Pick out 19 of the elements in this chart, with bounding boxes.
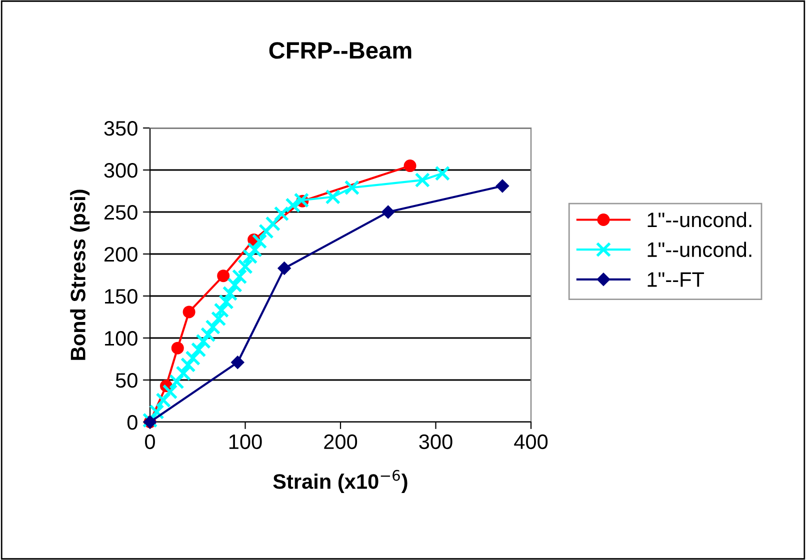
y-tick-label: 0 <box>127 415 138 430</box>
x-tick-label: 0 <box>145 434 155 450</box>
x-tick-label: 400 <box>514 434 548 450</box>
x-axis-title: Strain (x10$^{−6}$) <box>273 470 408 494</box>
x-tick-label: 100 <box>229 434 262 450</box>
y-tick-label: 100 <box>105 331 138 346</box>
y-tick-label: 200 <box>104 247 138 262</box>
legend-label: 1"--FT <box>648 272 704 287</box>
y-tick-label: 300 <box>104 163 138 178</box>
y-tick-label: 150 <box>105 289 138 304</box>
y-axis-title: Bond Stress (psi) <box>70 190 90 360</box>
legend-label: 1"--uncond. <box>648 242 752 258</box>
y-tick-label: 250 <box>104 205 138 220</box>
legend-label: 1"--uncond. <box>648 212 752 228</box>
x-tick-label: 200 <box>324 434 358 450</box>
y-tick-label: 350 <box>104 121 138 136</box>
chart-title: CFRP--Beam <box>269 42 412 59</box>
y-tick-label: 50 <box>116 373 138 388</box>
x-tick-label: 300 <box>419 434 452 450</box>
